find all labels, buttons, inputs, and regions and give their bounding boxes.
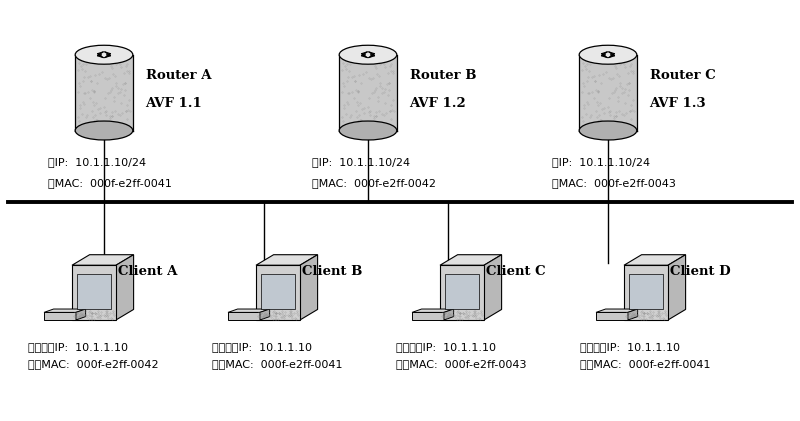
Text: 默认网关IP:  10.1.1.10: 默认网关IP: 10.1.1.10: [580, 342, 680, 352]
Text: 號MAC:  000f-e2ff-0041: 號MAC: 000f-e2ff-0041: [48, 178, 172, 188]
Ellipse shape: [339, 45, 397, 64]
Polygon shape: [368, 49, 397, 131]
Text: 號IP:  10.1.1.10/24: 號IP: 10.1.1.10/24: [48, 157, 146, 167]
Text: Router B: Router B: [410, 69, 476, 82]
Text: Client C: Client C: [486, 265, 546, 278]
Ellipse shape: [75, 121, 133, 140]
Text: AVF 1.3: AVF 1.3: [650, 97, 706, 109]
FancyBboxPatch shape: [412, 312, 444, 320]
FancyBboxPatch shape: [579, 55, 637, 131]
Text: AVF 1.1: AVF 1.1: [146, 97, 202, 109]
Polygon shape: [628, 309, 638, 320]
Ellipse shape: [579, 45, 637, 64]
Text: 號IP:  10.1.1.10/24: 號IP: 10.1.1.10/24: [552, 157, 650, 167]
FancyBboxPatch shape: [261, 274, 295, 309]
Polygon shape: [596, 309, 638, 312]
FancyBboxPatch shape: [445, 274, 479, 309]
FancyBboxPatch shape: [75, 55, 133, 131]
Text: 默认网关IP:  10.1.1.10: 默认网关IP: 10.1.1.10: [28, 342, 128, 352]
Text: 网关MAC:  000f-e2ff-0041: 网关MAC: 000f-e2ff-0041: [580, 359, 710, 369]
FancyBboxPatch shape: [77, 274, 111, 309]
Polygon shape: [75, 49, 104, 131]
Polygon shape: [104, 49, 133, 131]
Text: Client A: Client A: [118, 265, 178, 278]
FancyBboxPatch shape: [629, 274, 663, 309]
Ellipse shape: [339, 121, 397, 140]
Polygon shape: [624, 255, 686, 265]
FancyBboxPatch shape: [44, 312, 76, 320]
Polygon shape: [608, 49, 637, 131]
Polygon shape: [76, 309, 86, 320]
Polygon shape: [339, 49, 368, 131]
Text: Client D: Client D: [670, 265, 731, 278]
Text: 网关MAC:  000f-e2ff-0043: 网关MAC: 000f-e2ff-0043: [396, 359, 526, 369]
Text: AVF 1.2: AVF 1.2: [410, 97, 466, 109]
Polygon shape: [256, 255, 318, 265]
Text: 號MAC:  000f-e2ff-0043: 號MAC: 000f-e2ff-0043: [552, 178, 676, 188]
Polygon shape: [228, 309, 270, 312]
FancyBboxPatch shape: [596, 312, 628, 320]
Text: Router A: Router A: [146, 69, 211, 82]
FancyBboxPatch shape: [256, 265, 300, 320]
Polygon shape: [440, 255, 502, 265]
Polygon shape: [116, 255, 134, 320]
Polygon shape: [579, 49, 608, 131]
Polygon shape: [260, 309, 270, 320]
FancyBboxPatch shape: [440, 265, 484, 320]
FancyBboxPatch shape: [72, 265, 116, 320]
Polygon shape: [412, 309, 454, 312]
Polygon shape: [72, 255, 134, 265]
Text: 號MAC:  000f-e2ff-0042: 號MAC: 000f-e2ff-0042: [312, 178, 436, 188]
Text: 网关MAC:  000f-e2ff-0041: 网关MAC: 000f-e2ff-0041: [212, 359, 342, 369]
Polygon shape: [44, 309, 86, 312]
FancyBboxPatch shape: [228, 312, 260, 320]
FancyBboxPatch shape: [339, 55, 397, 131]
Text: 网关MAC:  000f-e2ff-0042: 网关MAC: 000f-e2ff-0042: [28, 359, 158, 369]
Text: 默认网关IP:  10.1.1.10: 默认网关IP: 10.1.1.10: [396, 342, 496, 352]
Polygon shape: [300, 255, 318, 320]
Text: 默认网关IP:  10.1.1.10: 默认网关IP: 10.1.1.10: [212, 342, 312, 352]
Polygon shape: [444, 309, 454, 320]
FancyBboxPatch shape: [624, 265, 668, 320]
Text: Client B: Client B: [302, 265, 362, 278]
Ellipse shape: [75, 45, 133, 64]
Polygon shape: [484, 255, 502, 320]
Text: Router C: Router C: [650, 69, 715, 82]
Polygon shape: [668, 255, 686, 320]
Text: 號IP:  10.1.1.10/24: 號IP: 10.1.1.10/24: [312, 157, 410, 167]
Ellipse shape: [579, 121, 637, 140]
